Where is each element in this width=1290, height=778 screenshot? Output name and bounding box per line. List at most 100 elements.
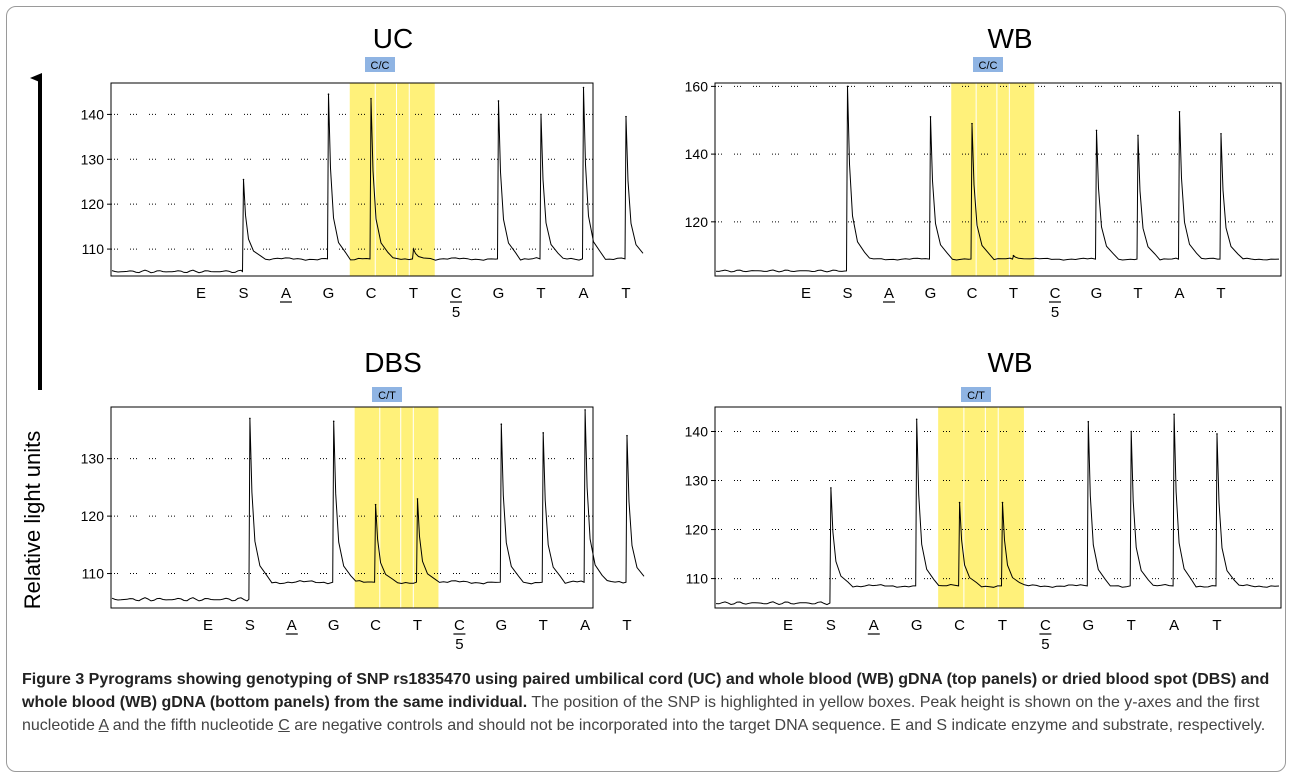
caption-part1: The position of the SNP is highlighted i… — [22, 694, 1260, 734]
panel-3-ytick-label: 130 — [81, 451, 105, 467]
panel-1-xlabel-S: S — [238, 285, 248, 302]
panel-2-peak-T — [1012, 254, 1015, 257]
panel-3-peak-G — [500, 423, 503, 426]
panel-4-xlabel-T: T — [1212, 617, 1221, 634]
panel-1-xlabel-footnote: 5 — [452, 304, 460, 321]
panel-1-xlabel-T: T — [409, 285, 418, 302]
panel-3-trace — [111, 409, 645, 602]
panel-1-xlabel-T: T — [536, 285, 545, 302]
panel-1-peak-G — [327, 93, 330, 96]
panel-2-xlabel-C: C — [1050, 285, 1061, 302]
panel-2: 120 140 160 E S A G C T C G T A T 5 WB C/C — [685, 23, 1282, 321]
panel-2-xlabel-S: S — [842, 285, 852, 302]
panel-2-peak-G — [929, 116, 932, 118]
panel-3-xlabel-G: G — [328, 617, 340, 634]
panel-3-peak-T — [416, 498, 419, 500]
panel-3-xlabel-S: S — [245, 617, 255, 634]
panel-1-peak-T — [412, 248, 415, 250]
panel-4-genotype-label: C/T — [967, 390, 985, 402]
panel-1-xlabel-A: A — [281, 285, 291, 302]
panel-2-xlabel-G: G — [925, 285, 937, 302]
panel-1-plot-frame — [110, 82, 594, 277]
panel-1-title: UC — [373, 23, 413, 54]
panel-3-genotype-badge — [372, 387, 402, 402]
panel-4-title: WB — [987, 347, 1032, 378]
panel-3-xlabel-C: C — [454, 617, 465, 634]
pyrogram-figure: Relative light units 110 120 130 140 E S A G C T C… — [20, 23, 1282, 653]
panel-1-peak-A — [582, 86, 585, 89]
panel-1-peak-S — [242, 178, 245, 181]
panel-3-xlabel-T: T — [413, 617, 422, 634]
panel-4-peak-T — [1001, 501, 1004, 504]
panel-1-xlabel-E: E — [196, 285, 206, 302]
panel-4-trace — [715, 414, 1280, 606]
panel-4-peak-S — [830, 487, 832, 489]
panel-2-peak-A — [1178, 110, 1181, 113]
caption-part3: are negative controls and should not be … — [289, 717, 1266, 734]
panel-3-xlabel-T: T — [622, 617, 631, 634]
panel-2-xlabel-E: E — [801, 285, 811, 302]
panel-3: 110 120 130 E S A G C T C G T A T 5 DBS C/T — [81, 347, 645, 653]
panel-2-ytick-label: 140 — [685, 146, 709, 162]
panel-3-snp-highlight — [354, 407, 439, 608]
panel-3-xlabel-C: C — [370, 617, 381, 634]
panel-1-ytick-label: 110 — [82, 241, 105, 257]
panel-2-xlabel-T: T — [1009, 285, 1018, 302]
panel-2-xlabel-A: A — [884, 285, 894, 302]
panel-1-ytick-label: 120 — [81, 196, 105, 212]
caption-part2: and the fifth nucleotide — [108, 717, 279, 734]
panel-4-genotype-badge — [961, 387, 991, 402]
panel-3-xlabel-A: A — [580, 617, 590, 634]
panel-2-xlabel-footnote: 5 — [1051, 304, 1059, 321]
panel-1-xlabel-A: A — [578, 285, 588, 302]
panel-4-xlabel-G: G — [1082, 617, 1094, 634]
panel-2-xlabel-T: T — [1133, 285, 1142, 302]
panel-1-ytick-label: 130 — [81, 151, 105, 167]
figure-caption: Figure 3 Pyrograms showing genotyping of… — [22, 668, 1274, 737]
panel-1-xlabel-C: C — [366, 285, 377, 302]
panel-4-peak-T — [1216, 433, 1218, 435]
panel-1: 110 120 130 140 E S A G C T C G T A T 5 UC C/C — [81, 23, 644, 321]
panel-3-peak-C — [374, 503, 377, 506]
panel-1-genotype-label: C/C — [371, 60, 390, 72]
panel-4-peak-G — [1087, 420, 1090, 423]
panel-4-ytick-label: 110 — [686, 571, 709, 587]
panel-1-xlabel-T: T — [621, 285, 630, 302]
panel-2-plot-frame — [714, 82, 1282, 277]
panel-4-xlabel-G: G — [911, 617, 923, 634]
panel-1-peak-G — [497, 100, 500, 102]
panel-4-xlabel-C: C — [954, 617, 965, 634]
panel-3-genotype-label: C/T — [378, 390, 396, 402]
panel-2-peak-C — [971, 122, 973, 125]
panel-3-xlabel-footnote: 5 — [455, 636, 463, 653]
figure-frame — [6, 6, 1286, 772]
panel-1-peak-C — [370, 97, 372, 100]
panel-1-snp-highlight — [349, 83, 435, 276]
panel-1-peak-T — [540, 113, 542, 116]
panel-2-ytick-label: 160 — [685, 78, 709, 94]
panel-2-trace — [715, 86, 1280, 273]
panel-3-xlabel-T: T — [539, 617, 548, 634]
panel-4-ytick-label: 140 — [685, 424, 709, 440]
panel-2-title: WB — [987, 23, 1032, 54]
panel-4-xlabel-A: A — [1169, 617, 1179, 634]
panel-3-plot-frame — [110, 406, 594, 609]
panel-3-peak-T — [626, 434, 628, 437]
panel-4: 110 120 130 140 E S A G C T C G T A T 5 WBC/T — [685, 347, 1282, 653]
panel-2-xlabel-C: C — [967, 285, 978, 302]
panel-3-peak-A — [584, 409, 586, 411]
panel-2-snp-highlight — [951, 83, 1035, 276]
panel-4-peak-G — [915, 418, 918, 421]
panel-3-xlabel-A: A — [287, 617, 297, 634]
panel-4-peak-T — [1130, 430, 1132, 433]
panel-4-xlabel-T: T — [1127, 617, 1136, 634]
panel-3-xlabel-E: E — [203, 617, 213, 634]
panel-4-xlabel-E: E — [783, 617, 793, 634]
caption-fifth-nt: C — [278, 717, 290, 734]
panel-2-peak-T — [1137, 134, 1139, 137]
panel-4-plot-frame — [714, 406, 1282, 609]
panel-1-genotype-badge — [365, 57, 395, 72]
panel-4-peak-A — [1173, 413, 1175, 416]
panel-2-xlabel-T: T — [1216, 285, 1225, 302]
panel-3-title: DBS — [364, 347, 422, 378]
